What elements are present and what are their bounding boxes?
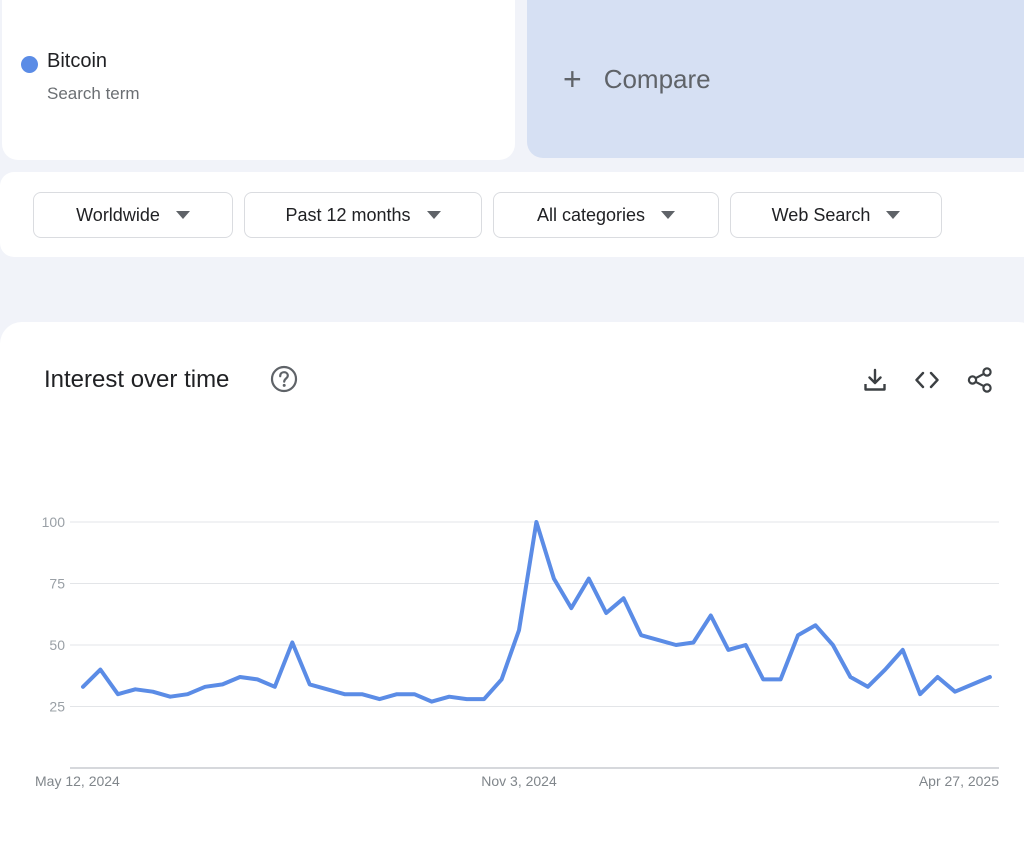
x-tick-label: Apr 27, 2025 — [919, 773, 999, 789]
caret-down-icon — [661, 211, 676, 219]
filter-time-range[interactable]: Past 12 months — [244, 192, 482, 238]
plus-icon: + — [563, 61, 582, 97]
search-term-card[interactable]: Bitcoin Search term — [2, 0, 515, 160]
help-icon[interactable] — [270, 365, 298, 393]
embed-code-icon[interactable] — [913, 366, 941, 394]
filter-category[interactable]: All categories — [493, 192, 719, 238]
series-line — [81, 520, 992, 704]
filter-search-type[interactable]: Web Search — [730, 192, 942, 238]
y-tick-label: 50 — [49, 637, 65, 653]
y-tick-label: 75 — [49, 576, 65, 592]
download-icon[interactable] — [861, 366, 889, 394]
caret-down-icon — [426, 211, 441, 219]
y-tick-label: 25 — [49, 699, 65, 715]
search-term-subtitle: Search term — [47, 84, 140, 103]
share-icon[interactable] — [966, 366, 994, 394]
filter-search-type-label: Web Search — [771, 204, 871, 225]
interest-over-time-card — [0, 322, 1024, 854]
filter-location[interactable]: Worldwide — [33, 192, 233, 238]
filter-location-label: Worldwide — [76, 204, 160, 225]
filter-time-range-label: Past 12 months — [285, 204, 411, 225]
series-color-dot — [21, 56, 38, 73]
compare-button[interactable]: + Compare — [527, 0, 1024, 158]
y-tick-label: 100 — [42, 514, 66, 530]
caret-down-icon — [175, 211, 190, 219]
x-tick-label: May 12, 2024 — [35, 773, 120, 789]
x-tick-label: Nov 3, 2024 — [481, 773, 557, 789]
interest-line-chart: 25 50 75 100 May 12, 2024 Nov 3, 2024 Apr 27, … — [35, 514, 999, 789]
filter-category-label: All categories — [536, 204, 646, 225]
caret-down-icon — [886, 211, 901, 219]
search-term-name[interactable]: Bitcoin — [47, 50, 108, 72]
filters-bar: Worldwide Past 12 months All categories … — [0, 172, 1024, 257]
compare-label: Compare — [603, 63, 711, 94]
chart-title: Interest over time — [44, 366, 230, 393]
